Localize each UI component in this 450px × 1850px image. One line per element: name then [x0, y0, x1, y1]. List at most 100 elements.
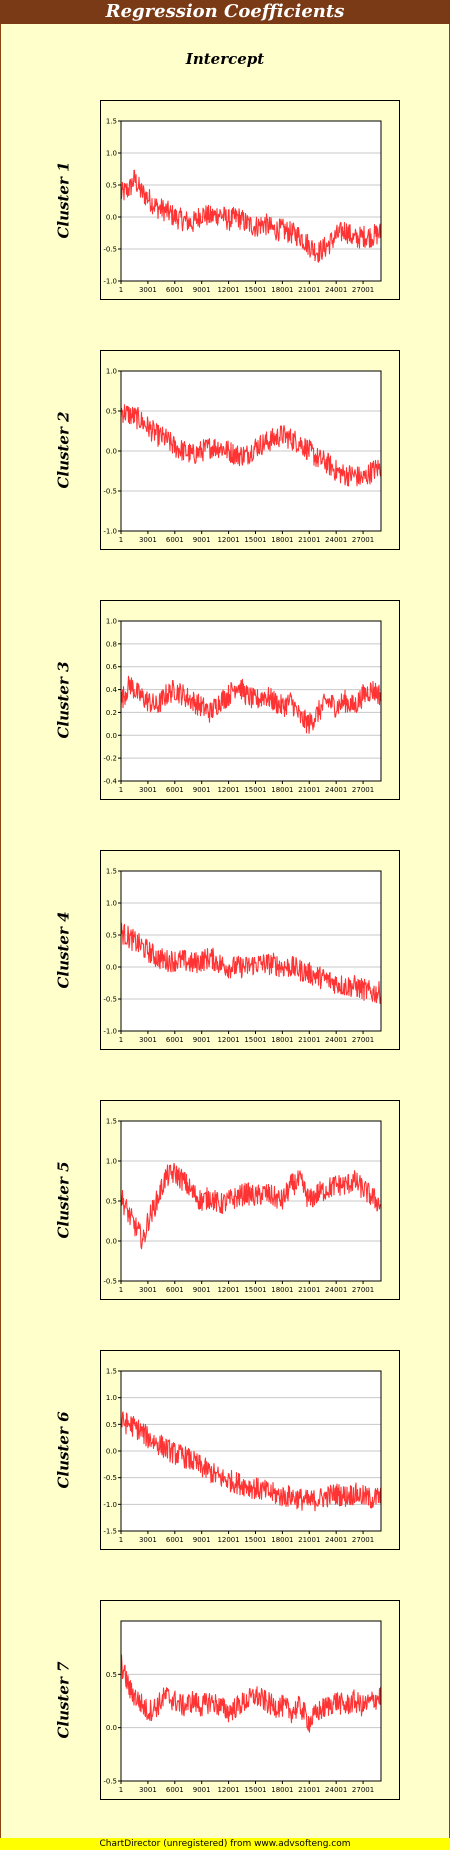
x-tick-label: 18001	[271, 1786, 293, 1794]
data-point	[156, 434, 157, 435]
x-tick-label: 3001	[139, 1786, 157, 1794]
x-tick-label: 12001	[217, 1786, 239, 1794]
line-chart: 1.5 1.0 0.5 0.0 -0.5 -1.01 3001 6001 9001 12001 15…	[103, 118, 382, 294]
data-point	[318, 1498, 319, 1499]
line-chart: 1.5 1.0 0.5 0.0 -0.5 -1.01 3001 6001 9001 12001 15…	[103, 868, 382, 1044]
x-tick-label: 9001	[193, 1036, 211, 1044]
data-point	[228, 695, 229, 696]
data-point	[237, 454, 238, 455]
cluster-label-text: Cluster 7	[55, 1661, 73, 1739]
x-tick-label: 18001	[271, 286, 293, 294]
x-tick-label: 3001	[139, 536, 157, 544]
data-point	[255, 700, 256, 701]
data-point	[174, 216, 175, 217]
cluster-label-text: Cluster 6	[55, 1411, 73, 1489]
chart-frame: 1.0 0.8 0.6 0.4 0.2 0.0 -0.2 -0.4 1 3001 6001 9001 1…	[100, 600, 400, 800]
data-point	[318, 712, 319, 713]
data-point	[264, 223, 265, 224]
x-tick-label: 15001	[244, 1786, 266, 1794]
data-point	[309, 723, 310, 724]
data-point	[273, 700, 274, 701]
data-point	[264, 442, 265, 443]
data-point	[291, 700, 292, 701]
data-point	[183, 1706, 184, 1707]
x-tick-label: 3001	[139, 786, 157, 794]
y-tick-label: 0.0	[106, 1724, 117, 1732]
x-tick-label: 15001	[244, 536, 266, 544]
y-tick-label: 1.0	[106, 1394, 117, 1402]
data-point	[309, 450, 310, 451]
data-point	[134, 178, 135, 179]
data-point	[237, 683, 238, 684]
data-point	[273, 963, 274, 964]
data-point	[183, 1456, 184, 1457]
data-point	[147, 700, 148, 701]
data-point	[345, 1184, 346, 1185]
y-tick-label: 0.5	[106, 182, 117, 190]
line-chart: 1.0 0.5 0.0 -0.5 -1.01 3001 6001 9001 12001 15001…	[103, 368, 382, 544]
data-point	[183, 220, 184, 221]
x-tick-label: 1	[119, 1036, 123, 1044]
x-tick-label: 9001	[193, 1536, 211, 1544]
data-point	[362, 989, 363, 990]
data-point	[282, 1706, 283, 1707]
data-point	[327, 1706, 328, 1707]
data-point	[246, 1485, 247, 1486]
x-tick-label: 1	[119, 1286, 123, 1294]
data-point	[264, 1490, 265, 1491]
data-point	[273, 1706, 274, 1707]
data-point	[183, 1180, 184, 1181]
chart-frame: 1.5 1.0 0.5 0.0 -0.5 1 3001 6001 9001 12001 15001 1…	[100, 1100, 400, 1300]
chart-frame: 1.5 1.0 0.5 0.0 -0.5 -1.0 1 3001 6001 9001 12001 15…	[100, 100, 400, 300]
y-tick-label: -0.2	[103, 755, 117, 763]
data-point	[354, 986, 355, 987]
data-point	[246, 223, 247, 224]
data-point	[264, 695, 265, 696]
plot-border	[120, 1620, 382, 1782]
data-point	[336, 982, 337, 983]
data-point	[192, 700, 193, 701]
x-tick-label: 12001	[217, 286, 239, 294]
y-tick-label: -0.5	[103, 488, 117, 496]
data-point	[210, 1700, 211, 1701]
data-point	[362, 1496, 363, 1497]
data-point	[228, 1711, 229, 1712]
data-point	[300, 718, 301, 719]
data-point	[201, 1200, 202, 1201]
data-point	[228, 220, 229, 221]
data-point	[156, 207, 157, 208]
y-tick-label: -0.5	[103, 1474, 117, 1482]
y-tick-label: 1.5	[106, 868, 117, 876]
data-point	[309, 245, 310, 246]
data-point	[264, 1700, 265, 1701]
x-tick-label: 6001	[166, 1536, 184, 1544]
cluster-label: Cluster 5	[52, 1100, 76, 1300]
footer-credit: ChartDirector (unregistered) from www.ad…	[0, 1838, 450, 1850]
data-point	[291, 1496, 292, 1497]
line-chart: 1.0 0.8 0.6 0.4 0.2 0.0 -0.2 -0.41 3001 6001 9001 1…	[103, 618, 382, 794]
data-point	[192, 1461, 193, 1462]
data-point	[309, 1722, 310, 1723]
y-tick-label: 0.6	[106, 663, 118, 671]
data-point	[210, 446, 211, 447]
data-point	[210, 1472, 211, 1473]
y-tick-label: 0.0	[106, 448, 117, 456]
data-point	[318, 458, 319, 459]
x-tick-label: 21001	[298, 1036, 320, 1044]
data-point	[291, 1711, 292, 1712]
y-tick-label: -0.5	[103, 246, 117, 254]
x-tick-label: 12001	[217, 536, 239, 544]
data-point	[165, 695, 166, 696]
data-point	[138, 418, 139, 419]
data-point	[354, 1180, 355, 1181]
y-tick-label: 0.5	[106, 1421, 117, 1429]
y-tick-label: 0.0	[106, 214, 117, 222]
data-point	[228, 966, 229, 967]
data-point	[219, 1477, 220, 1478]
x-tick-label: 24001	[325, 786, 347, 794]
x-tick-label: 18001	[271, 1036, 293, 1044]
data-point	[273, 229, 274, 230]
data-point	[371, 992, 372, 993]
cluster-label: Cluster 4	[52, 850, 76, 1050]
x-tick-label: 21001	[298, 1536, 320, 1544]
